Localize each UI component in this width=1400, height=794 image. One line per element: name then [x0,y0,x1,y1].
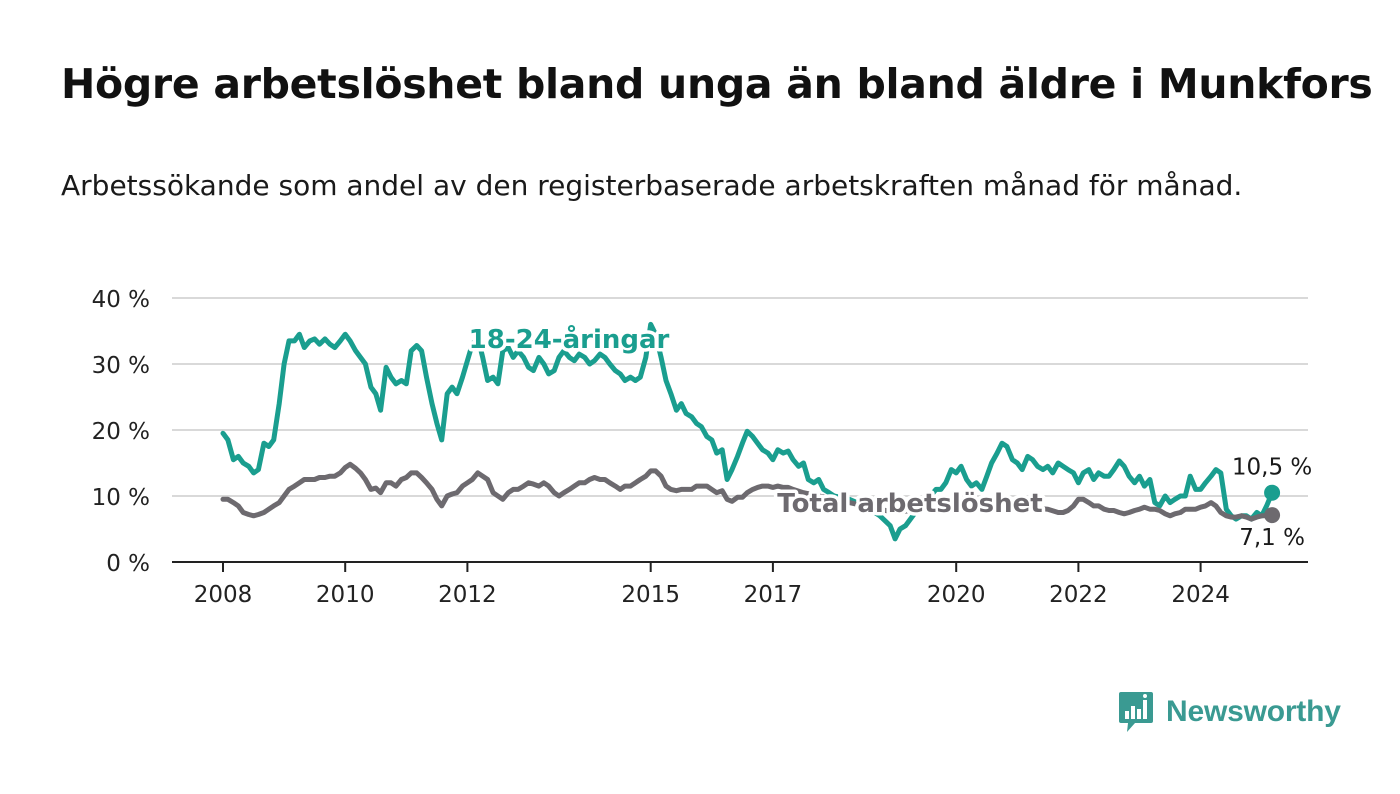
series-line-18-24 [220,321,1275,542]
x-tick-label: 2020 [927,582,986,608]
grid-lines [172,297,1308,497]
brand-name: Newsworthy [1166,695,1341,728]
x-tick-label: 2017 [744,582,803,608]
series-labels: 10,5 % 7,1 % 18-24-åringar Total arbetslösh… [465,320,1312,552]
y-tick-label: 30 % [92,353,150,379]
axes: 0 % 10 % 20 % 30 % 40 % 2008 2010 2012 2015 2017 2… [92,287,1308,608]
chart-subtitle: Arbetssökande som andel av den registerb… [61,169,1243,202]
y-tick-label: 20 % [92,419,150,445]
x-tick-label: 2012 [438,582,497,608]
y-tick-label: 10 % [92,485,150,511]
x-tick-label: 2008 [194,582,253,608]
x-tick-label: 2024 [1171,582,1230,608]
series-name-label: Total arbetslöshet [777,489,1042,519]
end-point-marker [1264,507,1281,524]
series-line-total [220,461,1275,522]
newsworthy-logo: Newsworthy [1118,690,1341,734]
y-tick-label: 40 % [92,287,150,313]
x-tick-label: 2022 [1049,582,1108,608]
series-name-label: 18-24-åringar [469,323,670,355]
x-tick-label: 2010 [316,582,375,608]
series-lines [220,321,1275,542]
x-tick-label: 2015 [621,582,680,608]
y-tick-label: 0 % [106,551,150,577]
end-value-label: 7,1 % [1239,525,1305,551]
bar-chart-speech-bubble-icon [1119,692,1153,732]
chart-title: Högre arbetslöshet bland unga än bland ä… [61,60,1373,108]
end-point-marker [1264,484,1281,501]
end-value-label: 10,5 % [1232,455,1312,481]
